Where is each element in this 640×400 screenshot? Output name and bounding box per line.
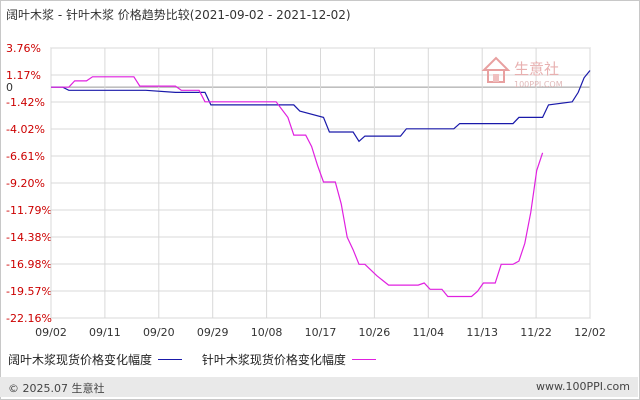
x-tick-label: 10/08 <box>251 326 283 339</box>
chart-title: 阔叶木浆 - 针叶木浆 价格趋势比较(2021-09-02 - 2021-12-… <box>6 8 351 22</box>
legend-label-softwood: 针叶木浆现货价格变化幅度 <box>201 353 346 367</box>
x-tick-label: 10/26 <box>359 326 391 339</box>
y-tick-label: -11.79% <box>6 204 52 217</box>
x-tick-label: 09/20 <box>143 326 175 339</box>
x-tick-label: 09/02 <box>35 326 67 339</box>
x-tick-label: 10/17 <box>305 326 337 339</box>
watermark-url: 100PPI.COM <box>514 80 563 89</box>
y-tick-label: -4.02% <box>6 123 45 136</box>
legend-item-hardwood: 阔叶木浆现货价格变化幅度 <box>8 351 183 368</box>
y-tick-label: -19.57% <box>6 285 52 298</box>
x-tick-label: 09/11 <box>89 326 121 339</box>
y-tick-label: -1.42% <box>6 96 45 109</box>
watermark-name: 生意社 <box>514 60 559 78</box>
chart-legend: 阔叶木浆现货价格变化幅度 针叶木浆现货价格变化幅度 <box>8 351 392 368</box>
y-tick-label: 0 <box>6 81 13 94</box>
y-tick-label: 3.76% <box>6 42 41 55</box>
footer-copyright: © 2025.07 生意社 <box>8 382 105 395</box>
legend-swatch-softwood <box>351 359 376 360</box>
x-tick-label: 11/04 <box>412 326 444 339</box>
y-tick-label: -14.38% <box>6 231 52 244</box>
x-tick-label: 12/02 <box>574 326 606 339</box>
y-tick-label: -22.16% <box>6 312 52 325</box>
y-tick-label: 1.17% <box>6 69 41 82</box>
y-tick-label: -9.20% <box>6 177 45 190</box>
y-tick-label: -16.98% <box>6 258 52 271</box>
series-line-softwood <box>51 76 544 298</box>
legend-item-softwood: 针叶木浆现货价格变化幅度 <box>202 351 376 368</box>
x-tick-label: 09/29 <box>197 326 229 339</box>
legend-swatch-hardwood <box>158 359 183 360</box>
footer-site-link[interactable]: www.100PPI.com <box>536 380 630 393</box>
footer-bar: © 2025.07 生意社 www.100PPI.com <box>0 377 638 397</box>
y-tick-label: -6.61% <box>6 150 45 163</box>
house-icon <box>481 56 511 83</box>
x-tick-label: 11/22 <box>520 326 552 339</box>
series-line-hardwood <box>51 70 591 143</box>
legend-label-hardwood: 阔叶木浆现货价格变化幅度 <box>8 353 153 367</box>
x-tick-label: 11/13 <box>466 326 498 339</box>
watermark-logo: 生意社 100PPI.COM <box>481 56 563 89</box>
